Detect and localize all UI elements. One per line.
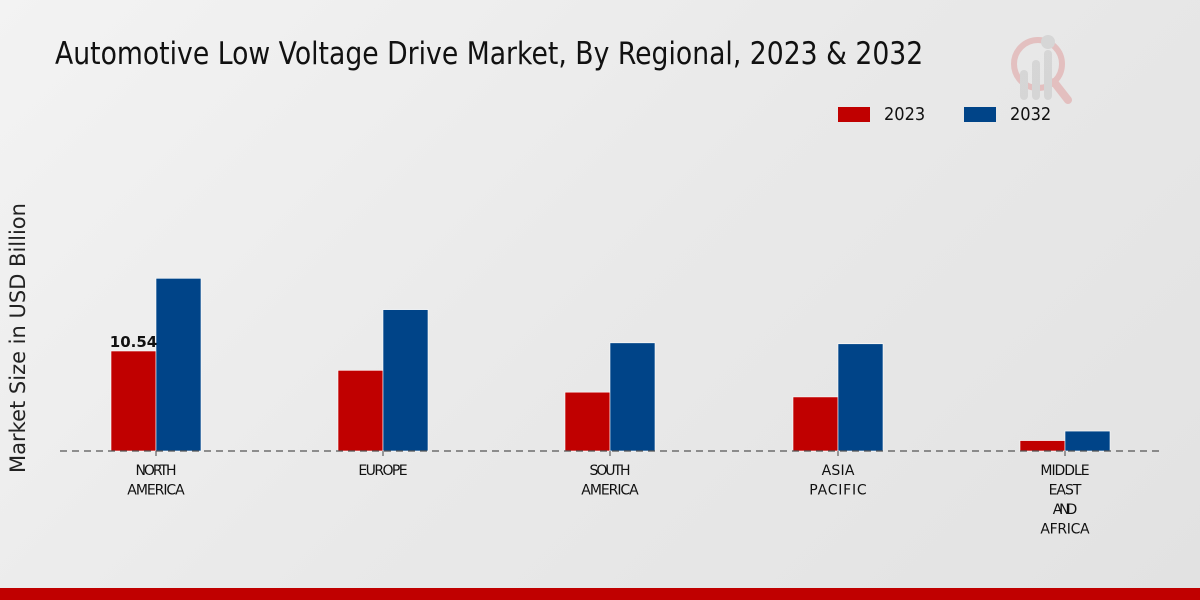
bar-2023-2 <box>564 391 611 452</box>
legend-label-2023: 2023 <box>884 104 926 125</box>
legend-item-2032: 2032 <box>963 104 1056 125</box>
x-tick-label-1: EUROPE <box>358 463 407 479</box>
data-label-0: 10.54 <box>110 333 157 351</box>
bar-2023-1 <box>337 370 384 452</box>
legend-swatch-2032 <box>963 107 996 122</box>
bar-2032-3 <box>837 343 884 452</box>
legend: 2023 2032 <box>838 104 1090 125</box>
legend-label-2032: 2032 <box>1009 104 1052 125</box>
bar-2023-0 <box>110 350 157 452</box>
chart-title: Automotive Low Voltage Drive Market, By … <box>55 36 924 72</box>
bar-2032-2 <box>609 342 656 452</box>
x-tick-label-0: NORTH AMERICA <box>127 463 185 499</box>
watermark-logo-icon <box>1011 35 1072 104</box>
x-tick-label-2: SOUTH AMERICA <box>581 463 639 499</box>
bar-2023-4 <box>1019 440 1066 452</box>
legend-item-2023: 2023 <box>838 104 930 125</box>
bar-2023-3 <box>792 396 839 452</box>
x-tick-label-3: ASIA PACIFIC <box>809 463 867 499</box>
bar-2032-0 <box>155 278 202 452</box>
footer-bar <box>0 588 1200 600</box>
x-tick-label-4: MIDDLE EAST AND AFRICA <box>1040 463 1090 538</box>
legend-swatch-2023 <box>838 107 870 122</box>
bar-2032-4 <box>1064 430 1111 452</box>
bar-2032-1 <box>382 309 429 452</box>
